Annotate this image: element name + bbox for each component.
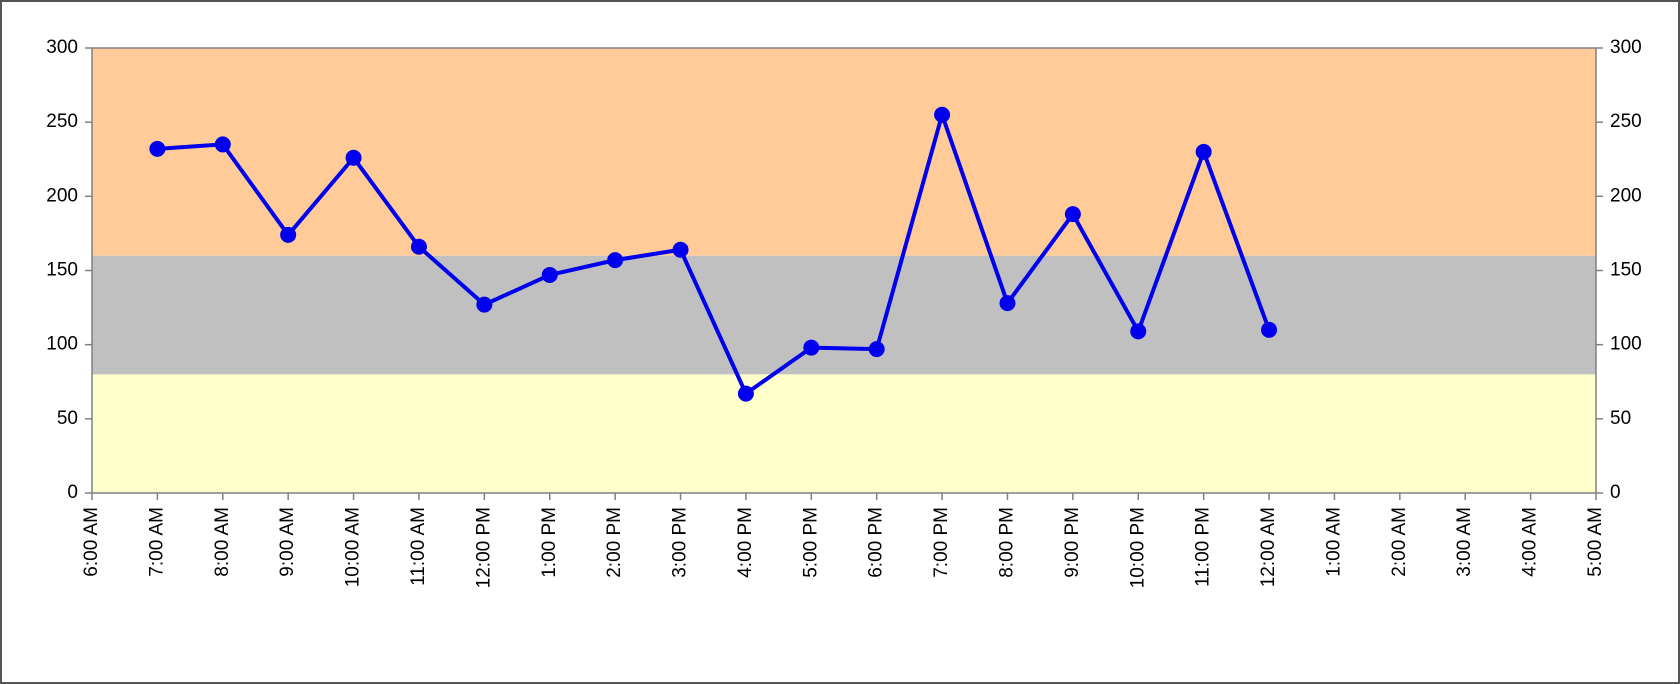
data-point <box>1261 321 1278 338</box>
x-tick-label: 3:00 AM <box>1454 507 1475 577</box>
y-tick-label: 0 <box>67 482 78 503</box>
x-tick-label: 9:00 AM <box>277 507 298 577</box>
y2-tick-label: 150 <box>1610 260 1642 281</box>
x-tick-label: 11:00 PM <box>1193 507 1214 587</box>
x-tick-label: 9:00 PM <box>1062 507 1083 578</box>
y2-tick-label: 50 <box>1610 408 1631 429</box>
x-tick-label: 11:00 AM <box>408 507 429 586</box>
data-point <box>541 266 558 283</box>
x-tick-label: 7:00 AM <box>146 507 167 577</box>
y2-tick-label: 100 <box>1610 334 1642 355</box>
data-point <box>1064 206 1081 223</box>
x-tick-label: 1:00 PM <box>539 507 560 578</box>
x-tick-label: 10:00 PM <box>1127 507 1148 588</box>
x-tick-label: 7:00 PM <box>931 507 952 578</box>
x-tick-label: 12:00 AM <box>1258 507 1279 587</box>
x-tick-label: 5:00 AM <box>1585 507 1606 577</box>
x-tick-label: 2:00 PM <box>604 507 625 578</box>
data-point <box>607 252 624 269</box>
y2-tick-label: 300 <box>1610 37 1642 58</box>
data-point <box>934 106 951 123</box>
y2-tick-label: 200 <box>1610 185 1642 206</box>
data-point <box>1195 143 1212 160</box>
y2-tick-label: 0 <box>1610 482 1621 503</box>
x-tick-label: 3:00 PM <box>670 507 691 578</box>
data-point <box>672 241 689 258</box>
data-point <box>280 226 297 243</box>
data-point <box>737 385 754 402</box>
data-point <box>345 149 362 166</box>
x-tick-label: 10:00 AM <box>343 507 364 587</box>
x-tick-label: 1:00 AM <box>1323 507 1344 577</box>
data-point <box>1130 323 1147 340</box>
band <box>92 48 1596 256</box>
x-tick-label: 4:00 AM <box>1520 507 1541 577</box>
x-tick-label: 4:00 PM <box>735 507 756 578</box>
band <box>92 374 1596 493</box>
y-tick-label: 250 <box>46 111 78 132</box>
y-tick-label: 100 <box>46 334 78 355</box>
x-tick-label: 8:00 AM <box>212 507 233 577</box>
data-point <box>476 296 493 313</box>
x-tick-label: 2:00 AM <box>1389 507 1410 577</box>
y-tick-label: 150 <box>46 260 78 281</box>
data-point <box>999 295 1016 312</box>
band <box>92 255 1596 375</box>
y-tick-label: 200 <box>46 185 78 206</box>
y-tick-label: 50 <box>57 408 78 429</box>
y-tick-label: 300 <box>46 37 78 58</box>
data-point <box>149 140 166 157</box>
data-point <box>410 238 427 255</box>
x-tick-label: 6:00 AM <box>81 507 102 577</box>
x-tick-label: 12:00 PM <box>473 507 494 588</box>
data-point <box>868 341 885 358</box>
x-tick-label: 8:00 PM <box>996 507 1017 578</box>
x-tick-label: 5:00 PM <box>800 507 821 578</box>
data-point <box>214 136 231 153</box>
series-line <box>157 112 1271 396</box>
data-point <box>803 339 820 356</box>
y2-tick-label: 250 <box>1610 111 1642 132</box>
x-tick-label: 6:00 PM <box>866 507 887 578</box>
